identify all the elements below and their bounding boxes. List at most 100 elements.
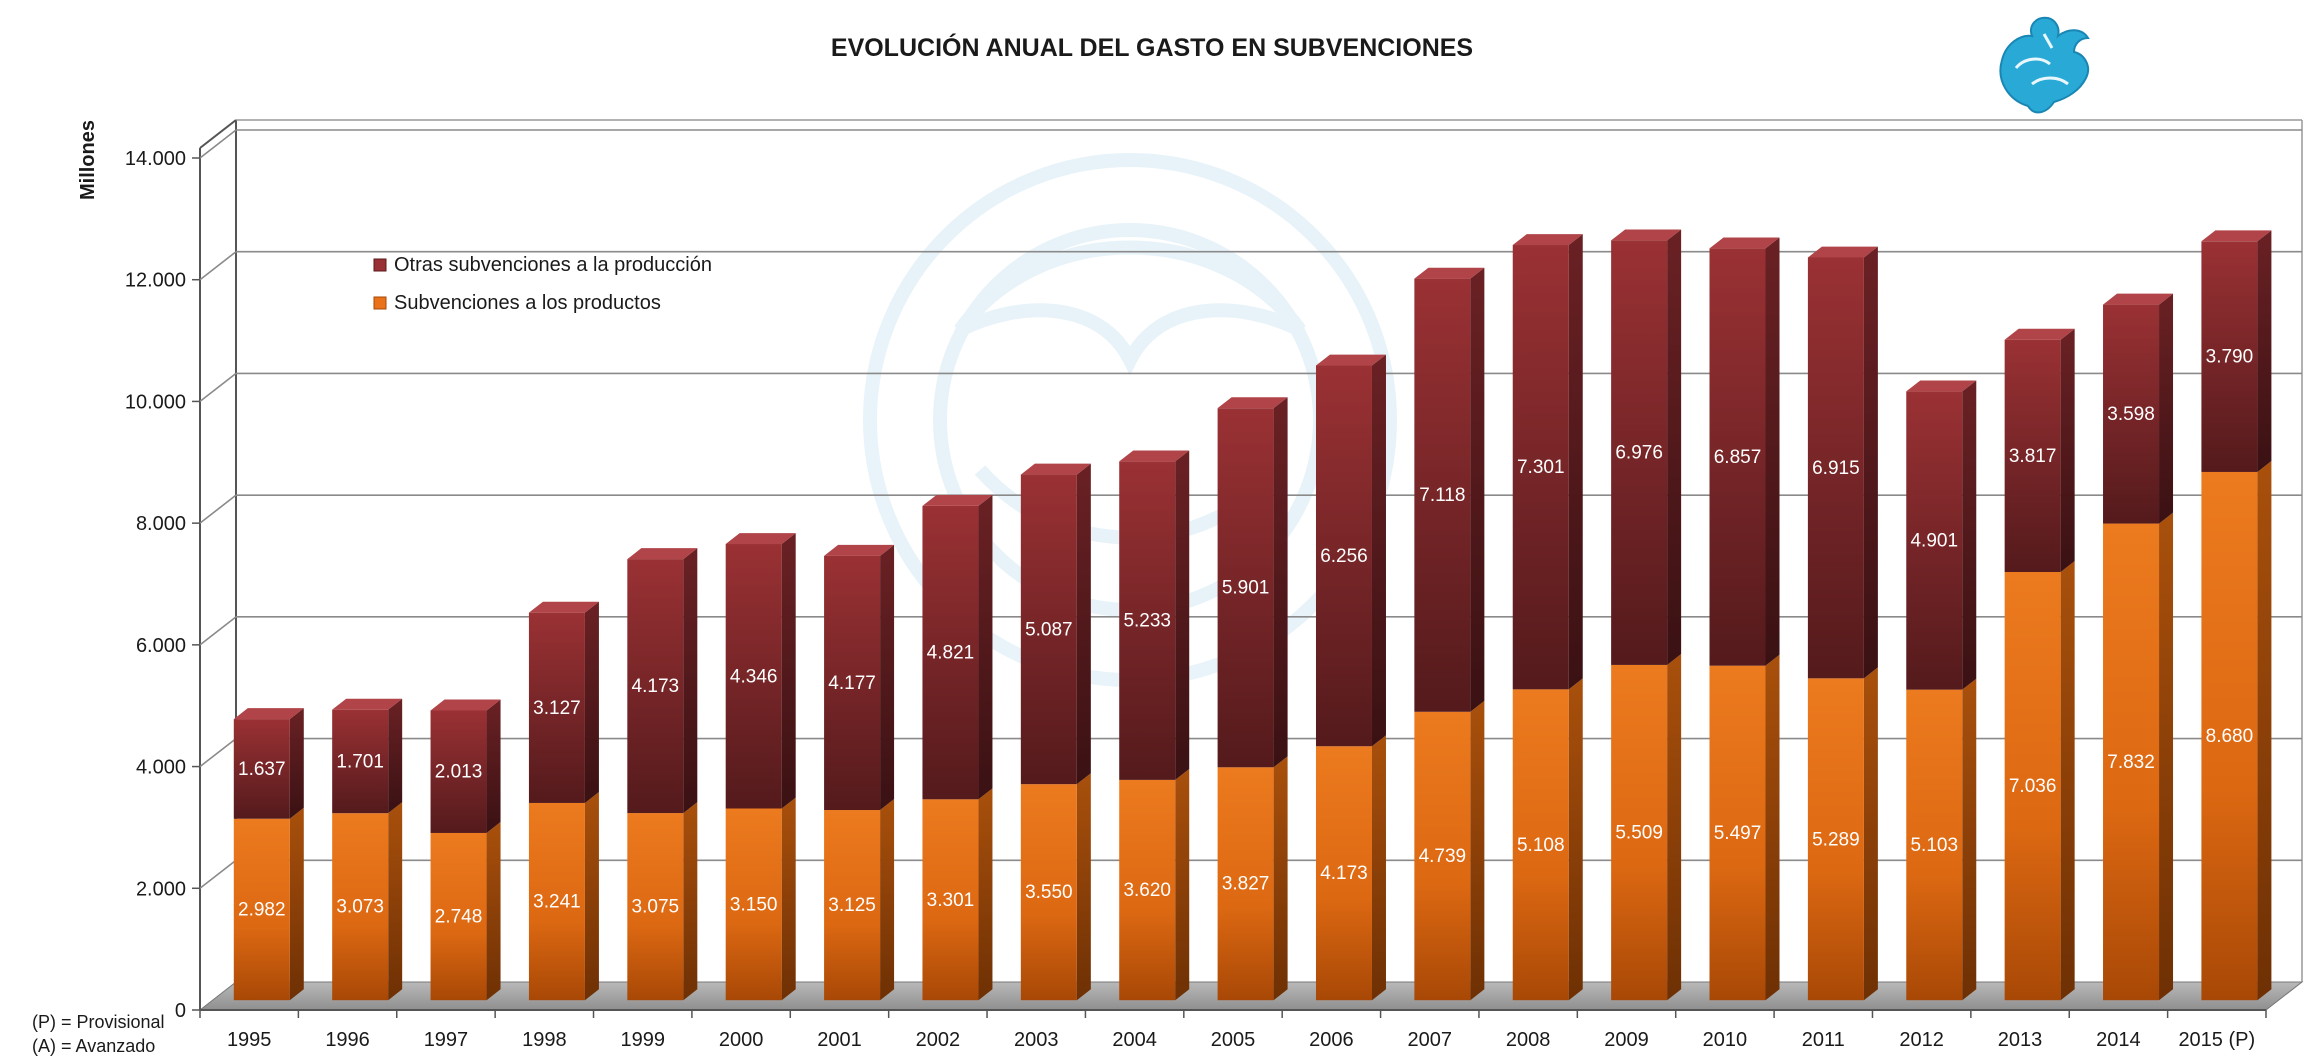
bar-productos-side <box>1371 735 1386 1001</box>
bar-productos-front <box>725 808 782 1001</box>
data-label-productos: 7.832 <box>2107 752 2155 773</box>
x-tick-label: 1999 <box>620 1029 665 1051</box>
bar-otras-front <box>1611 240 1668 665</box>
bar-otras-top <box>1807 246 1878 258</box>
bar-stack-2007: 4.739 7.118 <box>1414 267 1485 1001</box>
x-tick-label: 2008 <box>1506 1029 1551 1051</box>
bar-productos-front <box>2103 523 2160 1001</box>
bar-otras-top <box>824 544 895 556</box>
bar-otras-front <box>824 555 881 811</box>
bar-productos-side <box>781 797 796 1001</box>
data-label-productos: 5.509 <box>1615 823 1663 844</box>
bar-otras-front <box>332 709 389 814</box>
bar-otras-side <box>1765 237 1780 666</box>
data-label-otras: 2.013 <box>435 762 483 783</box>
bar-productos-front <box>1709 665 1766 1001</box>
y-axis-ticks: 0 2.000 4.000 6.000 8.000 10.000 12.000 14.000 <box>125 148 200 1022</box>
data-label-productos: 5.289 <box>1812 829 1860 850</box>
bar-stack-1996: 3.073 1.701 <box>332 698 403 1001</box>
bar-productos-side <box>2159 512 2174 1001</box>
bar-productos-front <box>1906 689 1963 1001</box>
bar-productos-front <box>627 813 684 1001</box>
data-label-otras: 3.790 <box>2206 347 2254 368</box>
x-tick-label: 2011 <box>1802 1029 1845 1051</box>
bar-stack-2002: 3.301 4.821 <box>922 494 993 1001</box>
bar-otras-front <box>1315 365 1372 747</box>
data-label-otras: 5.901 <box>1222 578 1270 599</box>
bar-productos-front <box>1512 689 1569 1001</box>
bar-stack-2003: 3.550 5.087 <box>1020 463 1091 1001</box>
data-label-otras: 3.817 <box>2009 446 2057 467</box>
data-label-otras: 5.087 <box>1025 619 1073 640</box>
data-label-otras: 7.118 <box>1419 485 1465 506</box>
bar-otras-side <box>683 548 698 814</box>
bar-otras-top <box>1906 380 1977 392</box>
bar-productos-side <box>289 807 304 1001</box>
bar-productos-front <box>1315 746 1372 1001</box>
bar-otras-front <box>1119 461 1176 780</box>
data-label-otras: 6.256 <box>1320 546 1368 567</box>
bar-productos-front <box>2004 572 2061 1001</box>
bar-productos-side <box>486 822 501 1001</box>
x-tick-label: 1995 <box>227 1029 272 1051</box>
x-tick-label: 2006 <box>1309 1029 1354 1051</box>
bar-productos-side <box>978 788 993 1001</box>
bar-otras-front <box>627 559 684 814</box>
bar-productos-front <box>1807 678 1864 1001</box>
bar-productos-front <box>824 810 881 1001</box>
y-tick-label: 8.000 <box>136 513 186 535</box>
data-label-productos: 5.497 <box>1714 823 1762 844</box>
bar-productos-front <box>1217 767 1274 1001</box>
y-tick-label: 10.000 <box>125 391 186 413</box>
bar-stack-2000: 3.150 4.346 <box>725 533 796 1001</box>
bar-otras-top <box>1119 450 1190 462</box>
bar-otras-front <box>1020 474 1077 785</box>
x-tick-label: 2002 <box>916 1029 961 1051</box>
bar-stack-2008: 5.108 7.301 <box>1512 234 1583 1001</box>
bar-productos-front <box>1119 779 1176 1001</box>
bar-productos-front <box>430 832 487 1001</box>
bar-otras-side <box>1863 246 1878 679</box>
gridline-side <box>199 251 237 281</box>
bar-otras-front <box>1414 278 1471 712</box>
bar-productos-side <box>1568 678 1583 1001</box>
data-label-productos: 4.739 <box>1419 846 1467 867</box>
y-tick-label: 12.000 <box>125 270 186 292</box>
x-axis-ticks: 1995 1996 1997 1998 1999 2000 2001 2002 2003 2004… <box>199 1010 2267 1051</box>
gridline-side <box>199 859 237 889</box>
bar-otras-top <box>1414 267 1485 279</box>
bar-productos-side <box>2257 461 2272 1001</box>
x-tick-label: 2010 <box>1703 1029 1748 1051</box>
x-tick-label: 2000 <box>719 1029 764 1051</box>
bar-productos-side <box>2060 561 2075 1001</box>
bar-otras-top <box>1611 229 1682 241</box>
bar-productos-side <box>1273 756 1288 1001</box>
data-label-otras: 6.857 <box>1714 447 1762 468</box>
legend-label-otras: Otras subvenciones a la producción <box>394 254 712 276</box>
bar-otras-front <box>2201 241 2258 472</box>
bar-otras-top <box>1217 397 1288 409</box>
bar-productos-side <box>1962 678 1977 1001</box>
bars: 2.982 1.637 3.073 1.701 2.748 2.013 3.241 3.127… <box>233 229 2272 1001</box>
x-tick-label: 2005 <box>1211 1029 1256 1051</box>
legend-item-otras: Otras subvenciones a la producción <box>373 254 712 276</box>
legend-label-productos: Subvenciones a los productos <box>394 292 661 314</box>
bar-otras-front <box>430 710 487 833</box>
data-label-productos: 3.620 <box>1123 880 1171 901</box>
bar-otras-top <box>1512 234 1583 246</box>
data-label-productos: 5.103 <box>1910 835 1958 856</box>
bar-otras-top <box>2103 293 2174 305</box>
x-tick-label: 2003 <box>1014 1029 1059 1051</box>
bar-otras-side <box>486 699 501 833</box>
data-label-productos: 3.827 <box>1222 874 1270 895</box>
x-tick-label: 2013 <box>1998 1029 2043 1051</box>
bar-productos-front <box>1611 664 1668 1001</box>
x-tick-label: 1998 <box>522 1029 567 1051</box>
bar-otras-side <box>2159 293 2174 524</box>
bar-otras-top <box>233 708 304 720</box>
bar-productos-side <box>1175 768 1190 1001</box>
note-provisional: (P) = Provisional <box>32 1012 165 1032</box>
x-tick-label: 1996 <box>325 1029 370 1051</box>
bar-stack-1998: 3.241 3.127 <box>528 601 599 1001</box>
